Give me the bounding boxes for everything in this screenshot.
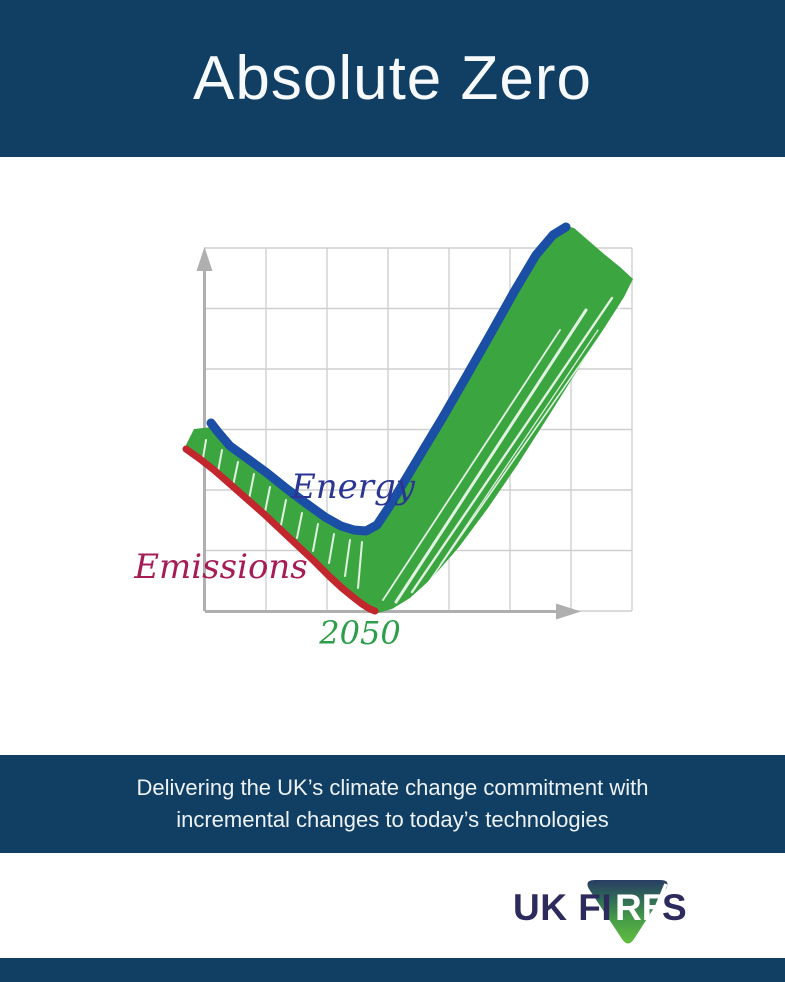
logo-triangle-slash [646, 883, 668, 928]
year-2050-label: 2050 [318, 614, 400, 652]
emissions-line [182, 445, 379, 615]
uk-fires-logo: UK FI RE S [513, 880, 687, 944]
check-texture-streaks [202, 296, 626, 604]
logo-text-s: S [662, 887, 687, 928]
y-axis-arrow-icon [196, 247, 213, 271]
header-band: Absolute Zero [0, 0, 785, 157]
conceptual-chart: Energy Emissions 2050 [133, 222, 633, 652]
energy-label: Energy [290, 467, 416, 507]
tagline-band: Delivering the UK’s climate change commi… [0, 755, 785, 853]
logo-text-ukfi: UK FI [513, 887, 612, 928]
tagline-line-1: Delivering the UK’s climate change commi… [136, 775, 649, 800]
x-axis-arrow-icon [556, 603, 581, 620]
tagline-line-2: incremental changes to today’s technolog… [176, 807, 609, 832]
logo-triangle-icon [587, 880, 668, 944]
page-title: Absolute Zero [193, 44, 592, 113]
check-mark-shape [186, 226, 633, 613]
footer-band [0, 958, 785, 982]
energy-line [206, 222, 571, 536]
emissions-label: Emissions [133, 547, 308, 587]
logo-text-re: RE [615, 887, 666, 928]
